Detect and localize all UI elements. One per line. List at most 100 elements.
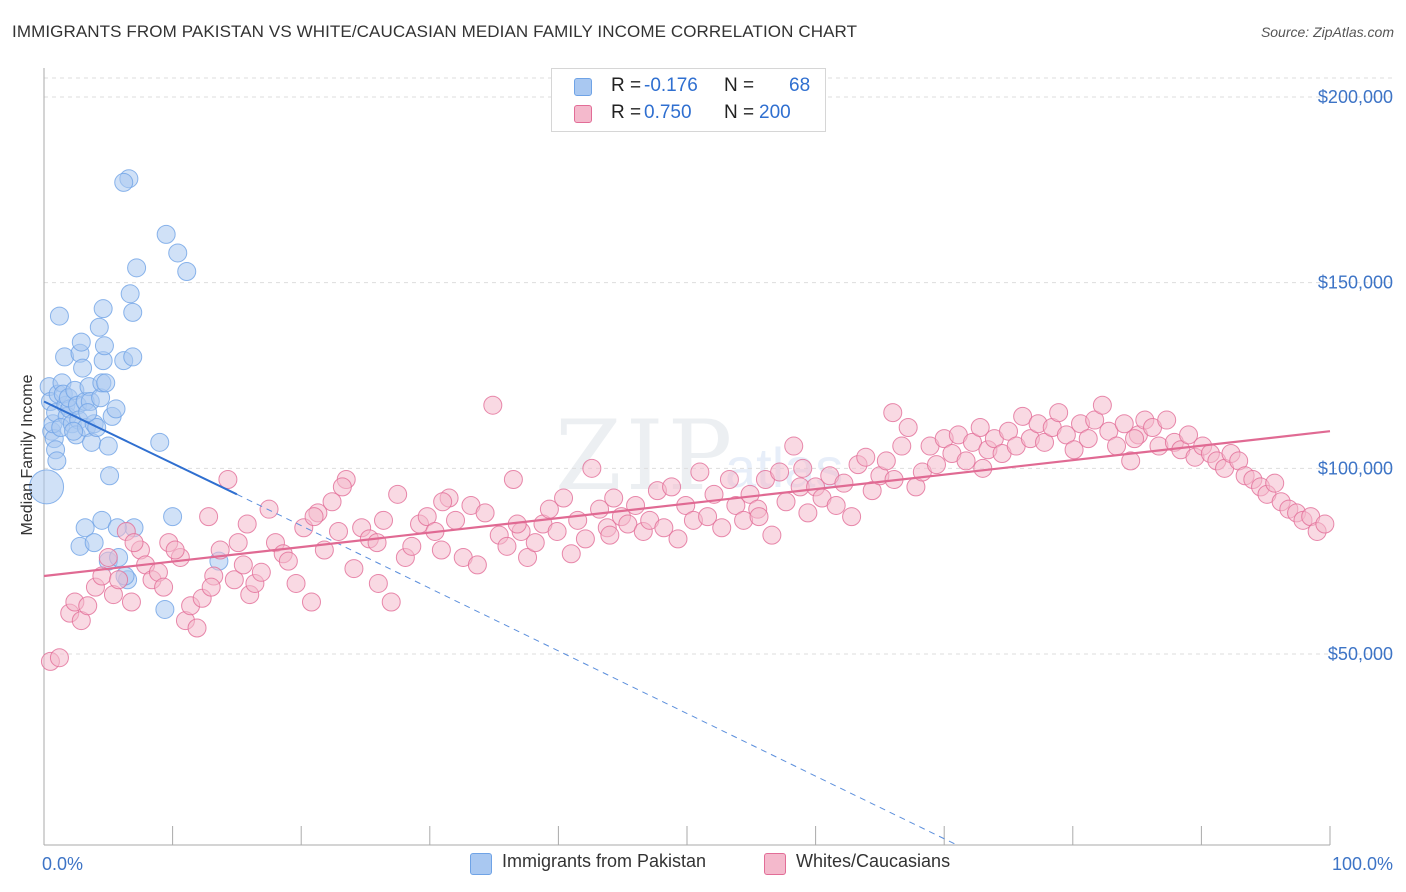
- white-point: [503, 469, 523, 489]
- white-point: [1099, 421, 1119, 441]
- pakistan-point: [96, 373, 116, 393]
- white-point: [374, 510, 394, 530]
- white-point: [98, 547, 118, 567]
- chart-title: IMMIGRANTS FROM PAKISTAN VS WHITE/CAUCAS…: [12, 22, 858, 41]
- white-point: [770, 462, 790, 482]
- white-point: [201, 577, 221, 597]
- white-point: [654, 518, 674, 538]
- white-point: [237, 514, 257, 534]
- pakistan-point: [114, 172, 134, 192]
- white-point: [1085, 410, 1105, 430]
- y-tick-label: $200,000: [1318, 87, 1393, 107]
- y-tick-label: $100,000: [1318, 458, 1393, 478]
- white-point: [999, 421, 1018, 441]
- white-point: [1078, 429, 1098, 449]
- white-point: [78, 596, 98, 616]
- pakistan-point: [177, 262, 197, 282]
- white-point: [726, 495, 746, 515]
- white-point: [251, 562, 271, 582]
- pakistan-point: [47, 451, 67, 471]
- pakistan-point: [89, 317, 109, 337]
- pakistan-point: [168, 243, 188, 263]
- white-point: [483, 395, 503, 415]
- legend-swatch-pakistan: [470, 853, 492, 875]
- pakistan-point: [98, 436, 118, 456]
- white-point: [582, 458, 602, 478]
- white-point: [124, 533, 144, 553]
- white-point: [561, 544, 581, 564]
- white-point: [121, 592, 141, 612]
- white-point: [1092, 395, 1112, 415]
- white-point: [926, 455, 946, 475]
- white-point: [856, 447, 876, 467]
- white-point: [433, 492, 453, 512]
- white-point: [662, 477, 682, 497]
- pakistan-point: [93, 299, 113, 319]
- y-tick-label: $50,000: [1328, 644, 1393, 664]
- pakistan-point: [71, 332, 91, 352]
- white-point: [1121, 451, 1141, 471]
- white-point: [712, 518, 732, 538]
- legend-n-value: 68: [789, 75, 811, 96]
- white-point: [618, 514, 638, 534]
- white-point: [1035, 432, 1055, 452]
- white-point: [49, 648, 69, 668]
- x-tick-label: 0.0%: [42, 854, 83, 874]
- pakistan-point: [94, 336, 114, 356]
- white-point: [328, 521, 348, 541]
- white-point: [388, 484, 408, 504]
- pakistan-point: [92, 510, 112, 530]
- white-point: [278, 551, 298, 571]
- white-point: [776, 492, 796, 512]
- pakistan-point: [155, 599, 175, 619]
- white-point: [793, 458, 813, 478]
- white-point: [1114, 414, 1134, 434]
- white-point: [467, 555, 487, 575]
- white-point: [367, 533, 387, 553]
- white-point: [962, 432, 982, 452]
- white-point: [575, 529, 595, 549]
- pakistan-point: [84, 533, 104, 553]
- white-point: [1056, 425, 1076, 445]
- white-point: [332, 477, 352, 497]
- pakistan-point: [73, 358, 93, 378]
- white-point: [1013, 406, 1033, 426]
- white-point: [224, 570, 244, 590]
- white-point: [604, 488, 624, 508]
- white-point: [1125, 429, 1145, 449]
- white-point: [690, 462, 710, 482]
- white-point: [834, 473, 854, 493]
- legend-n-value: 200: [759, 102, 791, 123]
- white-point: [475, 503, 495, 523]
- correlation-legend: R = -0.176 N = 68 R = 0.750 N = 200: [551, 68, 826, 132]
- white-point: [862, 481, 882, 501]
- white-point: [719, 469, 739, 489]
- pakistan-point: [64, 421, 84, 441]
- white-point: [218, 469, 238, 489]
- white-point: [322, 492, 342, 512]
- legend-swatch-white: [574, 105, 592, 123]
- white-point: [898, 417, 918, 437]
- white-point: [109, 570, 129, 590]
- white-point: [210, 540, 230, 560]
- y-tick-label: $150,000: [1318, 273, 1393, 293]
- white-point: [568, 510, 588, 530]
- white-point: [547, 521, 567, 541]
- white-point: [1157, 410, 1177, 430]
- white-point: [1265, 473, 1285, 493]
- white-point: [1315, 514, 1335, 534]
- white-point: [446, 510, 466, 530]
- legend-n-label: N =: [724, 75, 755, 96]
- white-point: [826, 495, 846, 515]
- axes: [43, 68, 1331, 846]
- pakistan-point: [150, 432, 170, 452]
- trend-lines: [43, 400, 1331, 846]
- white-point: [970, 417, 990, 437]
- white-point: [956, 451, 976, 471]
- pakistan-point: [75, 518, 95, 538]
- white-point: [626, 495, 646, 515]
- white-point: [798, 503, 818, 523]
- pakistan-point: [127, 258, 147, 278]
- white-point: [784, 436, 804, 456]
- pakistan-point: [163, 507, 183, 527]
